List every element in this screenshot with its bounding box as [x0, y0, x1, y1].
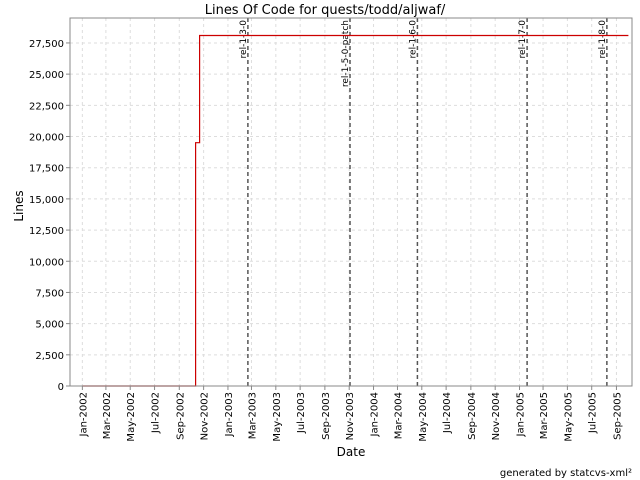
y-tick-label: 17,500	[29, 164, 64, 175]
y-tick-label: 12,500	[29, 226, 64, 237]
x-tick-label: Sep-2002	[175, 392, 186, 440]
footer-credit: generated by statcvs-xml²	[500, 468, 632, 479]
x-tick-label: Jan-2002	[78, 392, 89, 437]
y-tick-label: 2,500	[35, 351, 64, 362]
x-tick-label: Sep-2004	[467, 392, 478, 440]
y-tick-label: 10,000	[29, 257, 64, 268]
x-tick-label: Jul-2005	[588, 392, 599, 434]
y-tick-label: 0	[58, 382, 64, 393]
y-tick-label: 20,000	[29, 133, 64, 144]
x-tick-label: Mar-2002	[102, 392, 113, 439]
x-tick-label: Jul-2002	[151, 392, 162, 434]
x-tick-label: Jan-2003	[224, 392, 235, 437]
y-tick-label: 27,500	[29, 39, 64, 50]
x-tick-label: May-2004	[418, 392, 429, 442]
x-tick-label: May-2005	[563, 392, 574, 442]
release-marker-label: rel-1-5-0-patch	[341, 20, 351, 87]
release-marker-label: rel-1-8-0	[598, 20, 608, 59]
x-tick-label: May-2003	[272, 392, 283, 442]
series-line	[82, 34, 629, 387]
release-marker-label: rel-1-7-0	[518, 20, 528, 59]
x-tick-label: Nov-2003	[345, 392, 356, 440]
x-tick-label: Mar-2003	[247, 392, 258, 439]
series-layer	[82, 34, 629, 387]
x-tick-label: Nov-2002	[200, 392, 211, 440]
y-tick-label: 5,000	[35, 320, 64, 331]
x-tick-label: Mar-2004	[393, 392, 404, 439]
release-marker-label: rel-1-6-0	[408, 20, 418, 59]
x-axis-label: Date	[337, 445, 366, 459]
release-markers: rel-1-3-0 rel-1-5-0-patch rel-1-6-0 rel-1-7…	[239, 18, 608, 386]
y-axis-ticks: 0 2,500 5,000 7,500 10,000 12,500 15,000 17,500…	[29, 39, 70, 393]
x-axis-ticks: Jan-2002 Mar-2002 May-2002 Jul-2002 Sep-2002…	[78, 386, 623, 442]
release-marker-label: rel-1-3-0	[239, 20, 249, 59]
x-tick-label: Sep-2003	[321, 392, 332, 440]
y-tick-label: 22,500	[29, 101, 64, 112]
x-tick-label: Nov-2004	[491, 392, 502, 440]
plot-frame	[69, 17, 633, 387]
y-tick-label: 15,000	[29, 195, 64, 206]
x-tick-label: Jan-2004	[370, 392, 381, 437]
y-tick-label: 7,500	[35, 288, 64, 299]
y-tick-label: 25,000	[29, 70, 64, 81]
x-tick-label: Jan-2005	[516, 392, 527, 437]
x-tick-label: May-2002	[126, 392, 137, 442]
grid	[70, 18, 632, 387]
y-axis-label: Lines	[12, 190, 26, 221]
x-tick-label: Sep-2005	[612, 392, 623, 440]
chart-title: Lines Of Code for quests/todd/aljwaf/	[205, 3, 446, 18]
x-tick-label: Mar-2005	[539, 392, 550, 439]
x-tick-label: Jul-2003	[296, 392, 307, 434]
x-tick-label: Jul-2004	[442, 392, 453, 434]
